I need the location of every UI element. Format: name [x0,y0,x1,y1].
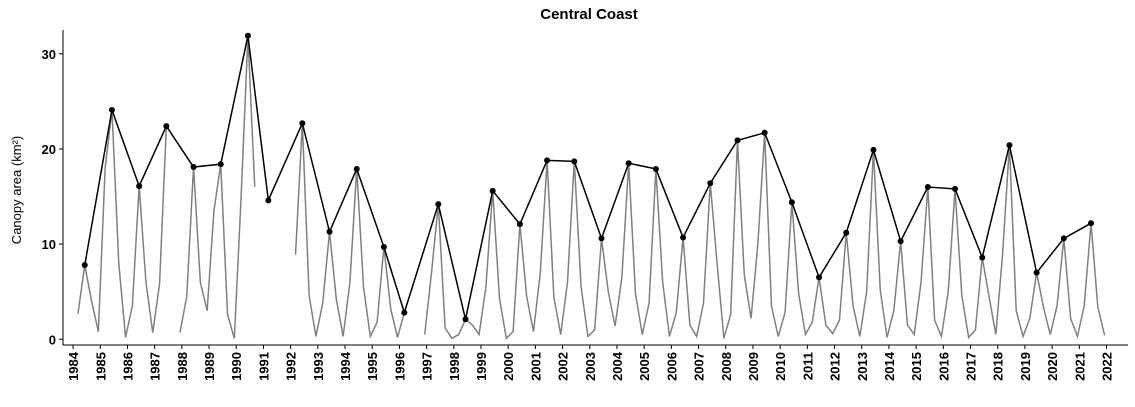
x-tick-label: 1990 [229,352,244,381]
point [707,180,714,187]
y-tick-label: 10 [42,237,56,252]
point [788,199,795,206]
series-line [84,35,1092,320]
point [979,254,986,261]
point [108,106,115,113]
x-tick-label: 2015 [909,352,924,381]
point [136,183,143,190]
x-tick-label: 2004 [610,351,625,381]
x-tick-label: 2013 [855,352,870,381]
x-tick-label: 1993 [311,352,326,381]
x-tick-label: 2009 [746,352,761,381]
x-tick-label: 2014 [882,351,897,381]
x-tick-label: 2020 [1045,352,1060,381]
point [353,165,360,172]
y-tick-label: 0 [49,332,56,347]
point [326,228,333,235]
point [816,274,823,281]
x-tick-label: 1984 [66,351,81,381]
x-tick-label: 1998 [447,352,462,381]
x-tick-label: 2017 [964,352,979,381]
x-tick-label: 2002 [556,352,571,381]
x-tick-label: 2022 [1100,352,1115,381]
x-tick-label: 2008 [719,352,734,381]
x-tick-label: 1986 [120,352,135,381]
x-tick-label: 1996 [392,352,407,381]
point [652,165,659,172]
x-tick-label: 2005 [637,352,652,381]
x-tick-label: 2001 [528,352,543,381]
point [734,137,741,144]
x-tick-label: 1995 [365,352,380,381]
point [870,146,877,153]
x-tick-label: 2006 [664,352,679,381]
point [299,120,306,127]
point [81,262,88,269]
x-tick-label: 2019 [1018,352,1033,381]
x-tick-label: 2003 [583,352,598,381]
y-axis-label: Canopy area (km²) [9,136,24,244]
series-line [423,132,1106,340]
point [244,32,251,39]
point [516,221,523,228]
point [952,185,959,192]
x-tick-label: 2012 [828,352,843,381]
x-tick-label: 1989 [202,352,217,381]
point [897,238,904,245]
point [843,229,850,236]
x-tick-label: 1987 [148,352,163,381]
x-tick-label: 1994 [338,351,353,381]
x-tick-label: 2000 [501,352,516,381]
point [163,123,170,130]
point [1006,142,1013,149]
x-tick-label: 2011 [800,352,815,380]
x-tick-label: 1991 [256,352,271,381]
point [217,161,224,168]
point [190,164,197,171]
point [489,187,496,194]
point [680,234,687,241]
point [462,316,469,323]
x-tick-label: 1997 [420,352,435,381]
series-line [294,123,406,340]
point [571,158,578,165]
point [380,243,387,250]
point [1088,220,1095,227]
point [1033,269,1040,276]
y-tick-label: 30 [42,47,56,62]
series-line [179,35,256,339]
point [598,235,605,242]
x-tick-label: 1999 [474,352,489,381]
point [435,201,442,208]
point [265,197,272,204]
point [1060,235,1067,242]
chart-title: Central Coast [540,6,638,23]
x-tick-label: 2016 [936,352,951,381]
x-tick-label: 1992 [284,352,299,381]
y-tick-label: 20 [42,142,56,157]
x-tick-label: 2021 [1072,352,1087,381]
point [924,184,931,191]
point [544,157,551,164]
x-tick-label: 2018 [991,352,1006,381]
point [401,309,408,316]
x-tick-label: 1988 [175,352,190,381]
x-tick-label: 1985 [93,352,108,381]
point [625,160,632,167]
point [761,129,768,136]
series-line [77,109,168,338]
x-tick-label: 2010 [773,352,788,381]
x-tick-label: 2007 [692,352,707,381]
